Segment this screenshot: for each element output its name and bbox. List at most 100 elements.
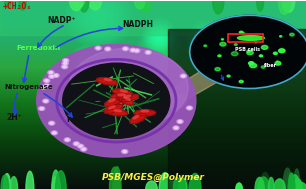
Ellipse shape	[133, 115, 139, 119]
Ellipse shape	[179, 178, 185, 189]
Text: NADP⁺: NADP⁺	[47, 16, 76, 25]
Ellipse shape	[134, 110, 155, 116]
Polygon shape	[168, 29, 306, 189]
Ellipse shape	[109, 106, 115, 109]
Ellipse shape	[236, 183, 242, 189]
Circle shape	[215, 67, 220, 71]
Ellipse shape	[69, 48, 188, 127]
Circle shape	[53, 74, 59, 77]
Circle shape	[45, 80, 48, 82]
Circle shape	[186, 106, 192, 110]
Circle shape	[39, 107, 45, 110]
Circle shape	[64, 138, 70, 142]
Circle shape	[42, 86, 45, 88]
Circle shape	[62, 61, 68, 65]
Circle shape	[261, 66, 265, 68]
Ellipse shape	[288, 173, 295, 189]
Circle shape	[122, 47, 129, 51]
Circle shape	[122, 150, 128, 153]
Ellipse shape	[1, 175, 9, 189]
Circle shape	[130, 48, 136, 52]
Circle shape	[261, 45, 268, 49]
Ellipse shape	[180, 175, 185, 189]
Circle shape	[275, 62, 281, 65]
Circle shape	[180, 74, 186, 78]
Circle shape	[40, 108, 43, 109]
Circle shape	[280, 36, 282, 37]
Ellipse shape	[120, 90, 128, 92]
Ellipse shape	[118, 94, 139, 102]
Circle shape	[274, 52, 277, 54]
Ellipse shape	[161, 179, 171, 189]
Circle shape	[73, 142, 80, 146]
Ellipse shape	[297, 183, 306, 189]
Circle shape	[82, 148, 85, 150]
Circle shape	[239, 31, 243, 33]
Ellipse shape	[290, 175, 300, 189]
Circle shape	[182, 75, 185, 77]
Ellipse shape	[104, 78, 111, 81]
Circle shape	[239, 80, 243, 83]
Ellipse shape	[237, 36, 264, 40]
Circle shape	[147, 51, 150, 53]
Text: 2H⁺: 2H⁺	[6, 113, 22, 122]
Ellipse shape	[294, 169, 300, 189]
Circle shape	[123, 151, 126, 153]
Ellipse shape	[105, 97, 123, 106]
Circle shape	[259, 55, 263, 57]
Circle shape	[48, 71, 54, 74]
Polygon shape	[168, 52, 231, 110]
Text: PSB/MGES@Polymer: PSB/MGES@Polymer	[102, 173, 204, 182]
Circle shape	[50, 122, 53, 124]
Ellipse shape	[125, 97, 130, 100]
Ellipse shape	[79, 0, 89, 12]
Ellipse shape	[118, 94, 125, 96]
Circle shape	[134, 49, 140, 53]
Ellipse shape	[213, 0, 224, 14]
Circle shape	[132, 49, 135, 51]
Circle shape	[227, 75, 230, 77]
Circle shape	[247, 50, 251, 53]
Ellipse shape	[111, 94, 132, 100]
Ellipse shape	[179, 179, 187, 189]
Ellipse shape	[63, 63, 170, 138]
Circle shape	[162, 93, 187, 108]
Ellipse shape	[124, 95, 131, 98]
Circle shape	[105, 47, 111, 51]
Ellipse shape	[135, 0, 145, 9]
Ellipse shape	[285, 173, 292, 189]
Ellipse shape	[278, 0, 290, 14]
Circle shape	[174, 127, 177, 129]
Circle shape	[44, 84, 50, 88]
Ellipse shape	[3, 174, 11, 189]
Circle shape	[190, 15, 306, 88]
Circle shape	[173, 126, 179, 130]
Ellipse shape	[255, 177, 264, 189]
Circle shape	[79, 145, 82, 147]
Circle shape	[50, 76, 53, 77]
Text: NADPH: NADPH	[122, 19, 153, 29]
Circle shape	[64, 62, 67, 64]
Circle shape	[54, 74, 58, 76]
Text: Ferredoxin: Ferredoxin	[17, 45, 61, 51]
Circle shape	[290, 33, 294, 36]
Circle shape	[97, 47, 100, 49]
Circle shape	[49, 72, 52, 74]
Ellipse shape	[258, 177, 269, 189]
Ellipse shape	[114, 110, 121, 112]
Circle shape	[49, 121, 55, 125]
Circle shape	[75, 143, 78, 145]
Circle shape	[231, 52, 238, 56]
Ellipse shape	[146, 181, 157, 189]
Ellipse shape	[168, 181, 179, 189]
Ellipse shape	[139, 0, 152, 12]
Circle shape	[145, 50, 151, 54]
Ellipse shape	[293, 179, 303, 189]
Ellipse shape	[10, 177, 18, 189]
Circle shape	[49, 75, 55, 78]
Circle shape	[106, 48, 109, 50]
Ellipse shape	[236, 183, 242, 189]
Ellipse shape	[55, 171, 66, 189]
Ellipse shape	[109, 99, 115, 102]
Ellipse shape	[89, 0, 102, 10]
